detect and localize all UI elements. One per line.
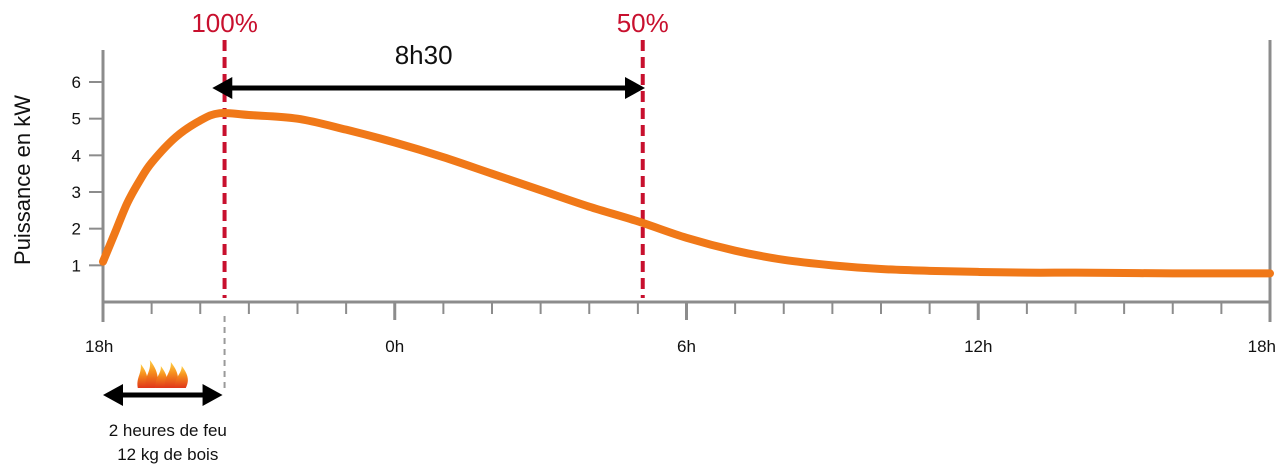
duration-arrow-head-left [212, 77, 233, 99]
x-tick-label: 18h [85, 337, 113, 356]
duration-label: 8h30 [395, 40, 453, 70]
flame-shape [174, 366, 188, 388]
series-line-1 [99, 108, 1274, 278]
annotations: 8h30 2 heures de feu 12 kg de bois [103, 40, 646, 464]
flame-shape [137, 364, 148, 388]
duration-arrow [212, 77, 646, 99]
x-tick-label: 0h [385, 337, 404, 356]
series-layer [99, 108, 1274, 278]
marker-label-1: 100% [191, 8, 258, 38]
fire-arrow [103, 384, 223, 406]
x-tick-label: 18h [1248, 337, 1276, 356]
x-tick-label: 12h [964, 337, 992, 356]
y-tick-label: 2 [72, 220, 81, 239]
marker-label-2: 50% [617, 8, 669, 38]
fire-duration-text: 2 heures de feu [109, 421, 227, 440]
y-tick-label: 5 [72, 110, 81, 129]
x-tick-label: 6h [677, 337, 696, 356]
y-tick-label: 3 [72, 183, 81, 202]
y-tick-label: 4 [72, 146, 81, 165]
axes: 1 2 3 4 5 6 18h 0h 6h 12h 18h [72, 40, 1276, 356]
flame-shape [145, 360, 158, 388]
fire-wood-text: 12 kg de bois [117, 445, 218, 464]
duration-arrow-head-right [625, 77, 646, 99]
flame-shape [164, 362, 179, 388]
y-tick-label: 6 [72, 73, 81, 92]
y-tick-label: 1 [72, 256, 81, 275]
flame-shape [155, 366, 168, 388]
fire-arrow-head-right [202, 384, 223, 406]
y-axis-label: Puissance en kW [10, 95, 35, 265]
flame-icon [137, 360, 188, 388]
fire-arrow-head-left [103, 384, 123, 406]
